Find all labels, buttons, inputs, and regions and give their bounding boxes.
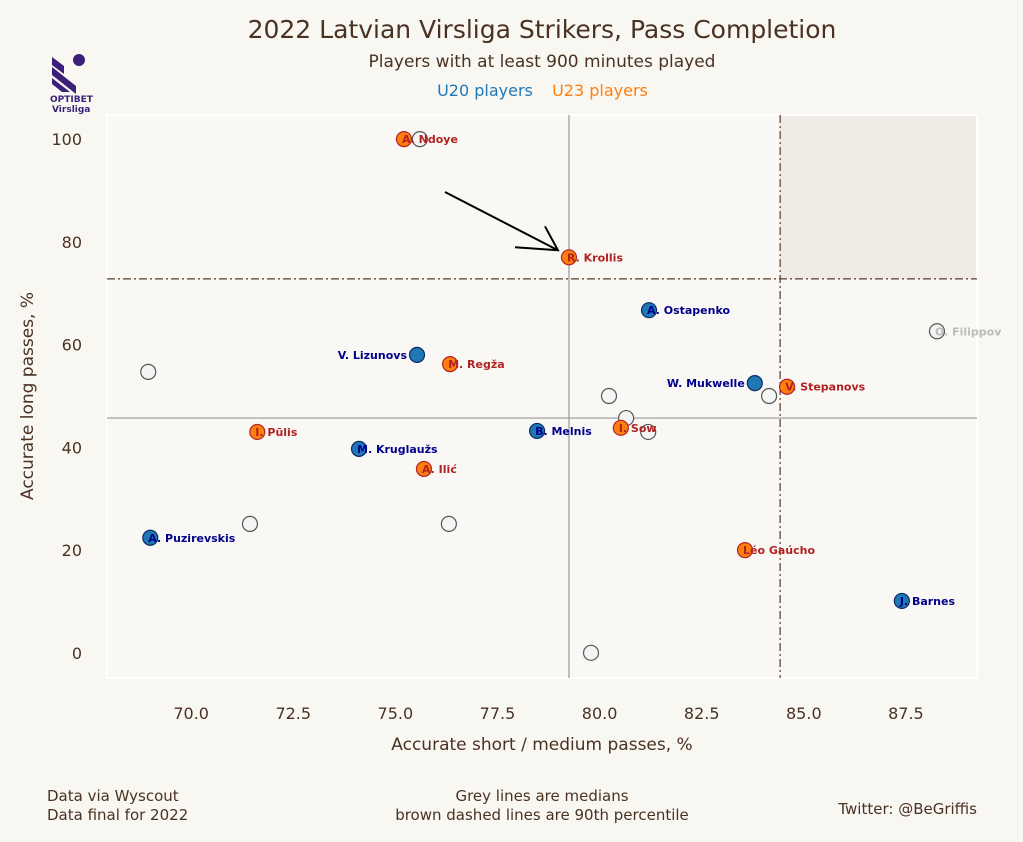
data-point (560, 249, 578, 266)
data-point (640, 423, 657, 441)
y-tick-label: 60 (62, 336, 82, 355)
data-point (440, 515, 457, 532)
data-point (528, 422, 546, 440)
plot-layer: 70.0 72.5 75.0 77.5 80.0 82.5 85.0 87.5 0 20 40 60 8… (51, 115, 1002, 723)
y-tick-label: 80 (62, 233, 82, 252)
point-label: A. Ostapenko (647, 304, 730, 317)
x-tick-label: 87.5 (888, 704, 924, 723)
point-label: R. Krollis (567, 251, 624, 264)
data-point (928, 323, 946, 340)
x-tick-label: 82.5 (684, 704, 720, 723)
point-label: M. Kruglaužs (357, 443, 438, 456)
data-point (736, 541, 754, 559)
y-tick-label: 0 (72, 644, 82, 663)
data-point (441, 356, 459, 373)
point-label: A. Ndoye (402, 133, 458, 146)
x-tick-label: 70.0 (173, 704, 209, 723)
top-quadrant-highlight (780, 116, 976, 279)
annotation-arrow (444, 191, 560, 252)
x-axis-label: Accurate short / medium passes, % (391, 735, 692, 755)
data-point (640, 302, 658, 319)
data-point (350, 440, 368, 457)
data-point (612, 419, 629, 436)
x-tick-label: 85.0 (786, 704, 822, 723)
point-label: B. Melnis (535, 425, 592, 438)
y-axis-label: Accurate long passes, % (18, 292, 38, 500)
footer-source: Data via Wyscout (47, 787, 179, 805)
data-point (249, 423, 266, 441)
point-label: Léo Gaúcho (743, 544, 815, 557)
data-point (411, 131, 428, 148)
x-tick-label: 80.0 (582, 704, 618, 723)
data-point (415, 460, 433, 478)
footer-twitter: Twitter: @BeGriffis (837, 800, 977, 818)
point-label: A. Ilić (422, 463, 457, 476)
x-tick-label: 75.0 (378, 704, 414, 723)
data-point (395, 131, 413, 148)
data-point (142, 529, 159, 546)
point-label: W. Mukwelle (667, 377, 745, 390)
data-point (746, 375, 763, 392)
data-point (600, 387, 618, 405)
legend-u20: U20 players (437, 81, 533, 100)
y-tick-label: 20 (62, 541, 82, 560)
point-label: A. Puzirevskis (148, 532, 235, 545)
data-point (140, 363, 157, 380)
point-label: I. Pūlis (255, 426, 298, 439)
legend-u23: U23 players (552, 81, 648, 100)
footer-note-medians: Grey lines are medians (455, 787, 628, 805)
chart-subtitle: Players with at least 900 minutes played (369, 52, 716, 72)
data-point (760, 387, 778, 405)
point-label: V. Lizunovs (338, 349, 408, 362)
logo-text-2: Virsliga (52, 105, 90, 115)
point-label: O. Filippov (935, 325, 1002, 338)
point-label: V. Stepanovs (785, 381, 866, 394)
y-tick-label: 100 (51, 130, 82, 149)
footer-note-percentile: brown dashed lines are 90th percentile (395, 806, 689, 824)
logo-text-1: OPTIBET (50, 95, 94, 105)
data-point (582, 644, 600, 661)
league-logo: OPTIBET Virsliga (50, 54, 94, 115)
footer-final: Data final for 2022 (47, 806, 188, 824)
x-tick-label: 77.5 (480, 704, 516, 723)
point-label: M. Regža (448, 358, 505, 371)
data-point (893, 592, 910, 610)
point-label: I. Sow (619, 422, 657, 435)
x-tick-label: 72.5 (275, 704, 311, 723)
data-point (408, 346, 426, 363)
point-label: J. Barnes (899, 595, 956, 608)
data-point (241, 515, 259, 532)
y-tick-label: 40 (62, 438, 82, 457)
data-point (778, 378, 796, 395)
chart-title: 2022 Latvian Virsliga Strikers, Pass Com… (248, 15, 837, 44)
